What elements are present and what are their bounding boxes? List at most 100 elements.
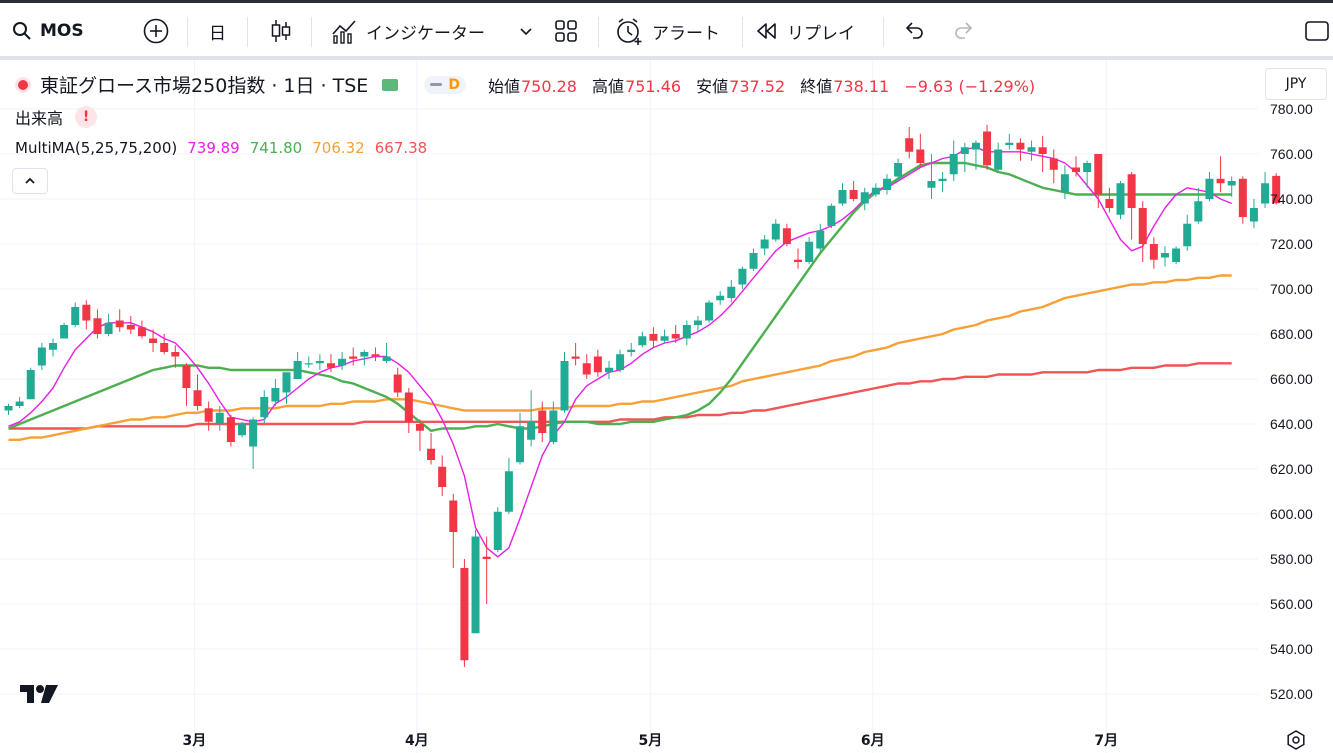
candle[interactable] [1072,156,1081,177]
indicator-templates-button[interactable] [518,15,534,47]
candle[interactable] [1060,165,1069,199]
candle[interactable] [738,266,747,290]
candle[interactable] [838,183,847,206]
candle[interactable] [782,223,791,247]
candle[interactable] [794,248,803,269]
candle[interactable] [271,379,280,406]
candle[interactable] [582,354,591,379]
candle[interactable] [115,309,124,332]
candle[interactable] [315,354,324,370]
candle[interactable] [193,374,202,411]
candle[interactable] [1194,187,1203,224]
candle[interactable] [1116,181,1125,220]
candle[interactable] [48,338,57,357]
candle[interactable] [1005,133,1014,150]
candle[interactable] [137,320,146,339]
candle[interactable] [994,142,1003,172]
candle[interactable] [1160,246,1169,267]
candle[interactable] [371,347,380,362]
candle[interactable] [527,390,536,447]
candle[interactable] [1149,237,1158,269]
candle[interactable] [871,183,880,197]
candle[interactable] [504,457,513,514]
candle[interactable] [71,302,80,328]
candle[interactable] [971,140,980,170]
candle[interactable] [571,343,580,366]
candle[interactable] [816,223,825,253]
candle[interactable] [104,313,113,337]
indicators-button[interactable]: インジケーター [330,15,485,47]
candle[interactable] [37,343,46,370]
candle[interactable] [1183,214,1192,251]
collapse-legend-button[interactable] [12,168,48,194]
candle[interactable] [1016,138,1025,161]
candle[interactable] [860,187,869,211]
candle[interactable] [93,309,102,339]
candle[interactable] [682,320,691,346]
candle[interactable] [705,300,714,323]
candle[interactable] [249,417,258,469]
candle[interactable] [293,352,302,379]
currency-button[interactable]: JPY [1265,68,1327,100]
candle[interactable] [916,133,925,168]
fullscreen-button[interactable] [1303,15,1331,47]
redo-button[interactable] [952,15,976,47]
candle[interactable] [349,347,358,366]
candle[interactable] [560,352,569,413]
candle[interactable] [4,403,13,415]
candle[interactable] [26,367,35,400]
chart-canvas[interactable]: 780.00 760.00 740.00 720.00 700.00 680.00 660.… [0,60,1333,753]
candle[interactable] [983,124,992,170]
candle[interactable] [805,237,814,265]
chart-pane[interactable]: 780.00 760.00 740.00 720.00 700.00 680.00 660.… [0,56,1333,753]
interval-button[interactable]: 日 [209,15,226,47]
candle[interactable] [771,219,780,242]
candle[interactable] [149,329,158,353]
candle[interactable] [171,345,180,368]
candle[interactable] [438,455,447,497]
replay-button[interactable]: リプレイ [755,15,855,47]
candle[interactable] [849,181,858,202]
tradingview-logo[interactable] [20,683,60,709]
candle[interactable] [427,433,436,465]
candle[interactable] [894,158,903,182]
candle[interactable] [827,203,836,229]
data-status-badge[interactable]: D [424,75,466,94]
candle[interactable] [1205,172,1214,202]
candle[interactable] [1083,160,1092,188]
candle[interactable] [1138,201,1147,262]
candle[interactable] [304,356,313,368]
candle[interactable] [1105,187,1114,213]
symbol-search-button[interactable]: MOS [12,15,84,47]
candle[interactable] [404,388,413,433]
candle[interactable] [593,349,602,377]
candle[interactable] [727,280,736,303]
candle[interactable] [1216,156,1225,193]
candle[interactable] [1249,199,1258,229]
candle[interactable] [927,154,936,199]
candle[interactable] [749,248,758,272]
candle[interactable] [338,352,347,370]
candle[interactable] [182,363,191,406]
candle[interactable] [126,316,135,334]
price-axis[interactable]: 780.00 760.00 740.00 720.00 700.00 680.00 660.… [1270,101,1313,702]
candle[interactable] [415,419,424,452]
candle[interactable] [393,367,402,397]
candle[interactable] [1172,246,1181,265]
chart-settings-button[interactable] [1285,729,1307,753]
candle[interactable] [538,401,547,443]
candle[interactable] [360,349,369,366]
candle[interactable] [326,354,335,373]
candle[interactable] [1027,140,1036,161]
chart-type-button[interactable] [268,15,294,47]
candle[interactable] [282,372,291,404]
candle[interactable] [493,507,502,553]
candle[interactable] [482,536,491,605]
candle[interactable] [449,493,458,568]
candle[interactable] [671,325,680,343]
candle[interactable] [60,322,69,339]
candle[interactable] [1272,173,1281,205]
candle[interactable] [460,559,469,667]
candle[interactable] [1261,172,1270,208]
multima-legend[interactable]: MultiMA(5,25,75,200) 739.89 741.80 706.3… [15,139,427,157]
